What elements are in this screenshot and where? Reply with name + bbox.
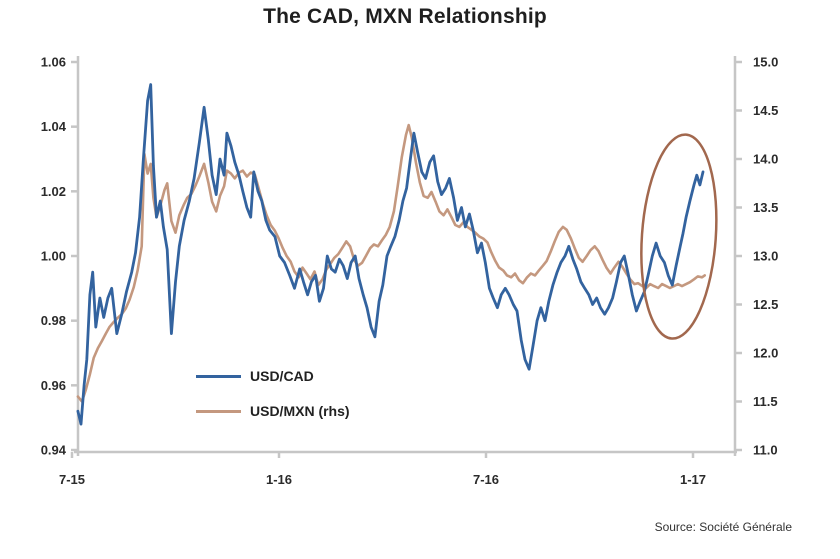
right-axis-tick-label: 14.5 — [753, 103, 778, 118]
highlight-ellipse-annotation — [640, 133, 718, 340]
usdmxn-line-series — [76, 123, 707, 403]
right-axis-tick-label: 15.0 — [753, 55, 778, 70]
right-axis-tick-label: 14.0 — [753, 152, 778, 167]
right-axis-tick-label: 11.5 — [753, 394, 778, 409]
usdcad-line-swatch — [196, 374, 241, 378]
left-axis-tick-label: 1.00 — [41, 249, 66, 264]
left-axis-tick-label: 0.98 — [41, 313, 66, 328]
legend: USD/CAD USD/MXN (rhs) — [196, 366, 350, 436]
legend-label-usdmxn: USD/MXN (rhs) — [250, 403, 350, 419]
x-axis-tick-label: 1-16 — [266, 472, 292, 487]
right-axis-tick-label: 11.0 — [753, 443, 778, 458]
x-axis-tick-label: 1-17 — [680, 472, 706, 487]
left-axis-tick-label: 1.04 — [41, 119, 67, 134]
right-axis-tick-label: 13.5 — [753, 200, 778, 215]
right-axis-tick-label: 13.0 — [753, 249, 778, 264]
usdmxn-line-swatch — [196, 409, 241, 413]
chart-title: The CAD, MXN Relationship — [263, 5, 547, 28]
x-axis-tick-label: 7-15 — [59, 472, 85, 487]
source-note: Source: Société Générale — [654, 520, 792, 534]
x-axis-tick-label: 7-16 — [473, 472, 499, 487]
legend-entry-usdcad: USD/CAD — [196, 366, 350, 386]
left-axis-tick-label: 0.96 — [41, 378, 66, 393]
right-axis-tick-label: 12.5 — [753, 297, 778, 312]
left-axis-tick-label: 0.94 — [41, 443, 67, 458]
left-axis-tick-label: 1.06 — [41, 55, 66, 70]
left-axis-tick-label: 1.02 — [41, 184, 66, 199]
legend-entry-usdmxn: USD/MXN (rhs) — [196, 401, 350, 421]
right-axis-tick-label: 12.0 — [753, 346, 778, 361]
usdcad-line-series — [76, 83, 705, 426]
legend-label-usdcad: USD/CAD — [250, 368, 314, 384]
